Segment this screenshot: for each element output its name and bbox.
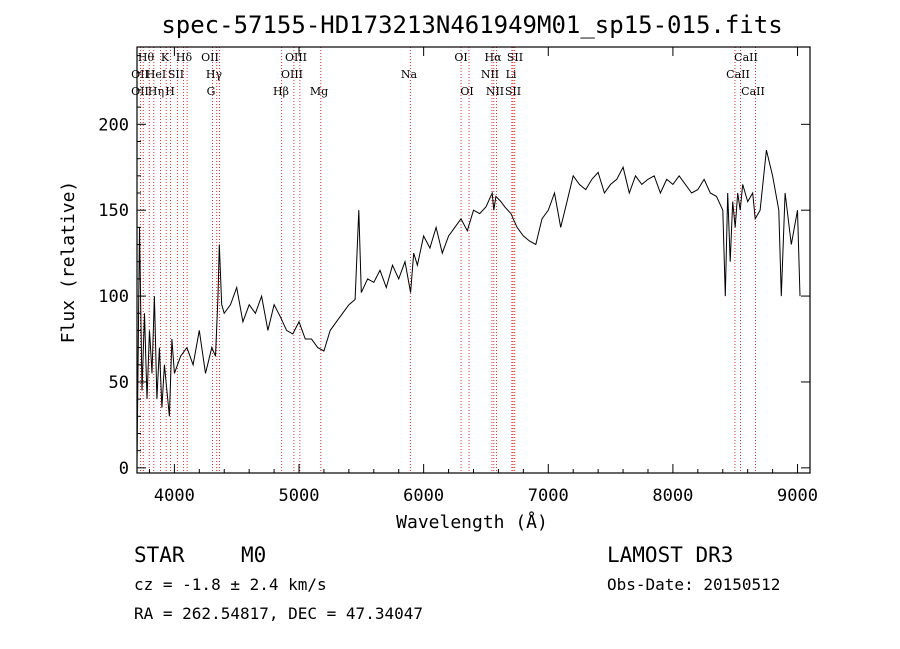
- x-tick-label: 4000: [154, 486, 195, 506]
- line-label: CaII: [741, 85, 765, 98]
- line-label: OI: [454, 51, 467, 64]
- x-tick-label: 8000: [652, 486, 693, 506]
- line-label: CaII: [726, 68, 750, 81]
- class-label: STAR: [134, 543, 185, 567]
- line-label: Hβ: [273, 85, 289, 98]
- line-label: Hδ: [176, 51, 193, 64]
- line-label: NII: [486, 85, 504, 98]
- line-label: K: [161, 51, 170, 64]
- line-label: OIII: [281, 68, 303, 81]
- line-label: OIII: [285, 51, 307, 64]
- y-tick-label: 100: [98, 287, 129, 307]
- x-tick-label: 6000: [403, 486, 444, 506]
- y-tick-label: 50: [109, 373, 129, 393]
- x-axis: 4000 5000 6000 7000 8000 9000: [148, 47, 818, 506]
- line-label: OI: [460, 85, 473, 98]
- y-axis-label: Flux (relative): [58, 181, 79, 344]
- x-tick-label: 5000: [279, 486, 320, 506]
- y-tick-label: 200: [98, 115, 129, 135]
- plot-frame: [136, 46, 811, 474]
- obs-date-text: Obs-Date: 20150512: [607, 575, 780, 594]
- y-tick-label: 150: [98, 201, 129, 221]
- line-label: Li: [506, 68, 517, 81]
- spectrum-series-line: [136, 149, 801, 465]
- x-tick-label: 9000: [777, 486, 818, 506]
- line-label: Hγ: [206, 68, 223, 81]
- redshift-text: cz = -1.8 ± 2.4 km/s: [134, 575, 327, 594]
- x-axis-label: Wavelength (Å): [396, 511, 548, 533]
- line-label: SII: [505, 85, 521, 98]
- survey-label: LAMOST DR3: [607, 543, 733, 567]
- subclass-label: M0: [241, 543, 266, 567]
- coords-text: RA = 262.54817, DEC = 47.34047: [134, 604, 423, 623]
- emission-line-markers: [139, 47, 756, 473]
- line-label: OII: [131, 85, 149, 98]
- line-label: SII: [168, 68, 184, 81]
- line-label: OII: [131, 68, 149, 81]
- y-tick-label: 0: [119, 459, 129, 479]
- y-axis: 0 50 100 150 200: [98, 55, 810, 479]
- line-label: G: [207, 85, 216, 98]
- line-label: Hθ: [138, 51, 155, 64]
- x-tick-label: 7000: [528, 486, 569, 506]
- line-label: SII: [507, 51, 523, 64]
- line-label: HeI: [146, 68, 166, 81]
- line-label: Na: [401, 68, 418, 81]
- line-label: Hα: [484, 51, 502, 64]
- line-label: OII: [201, 51, 219, 64]
- line-label: Mg: [310, 85, 328, 98]
- chart-title: spec-57155-HD173213N461949M01_sp15-015.f…: [161, 11, 782, 39]
- line-label: CaII: [734, 51, 758, 64]
- line-label: H: [165, 85, 175, 98]
- line-label: Hη: [148, 85, 164, 98]
- line-label: NII: [481, 68, 499, 81]
